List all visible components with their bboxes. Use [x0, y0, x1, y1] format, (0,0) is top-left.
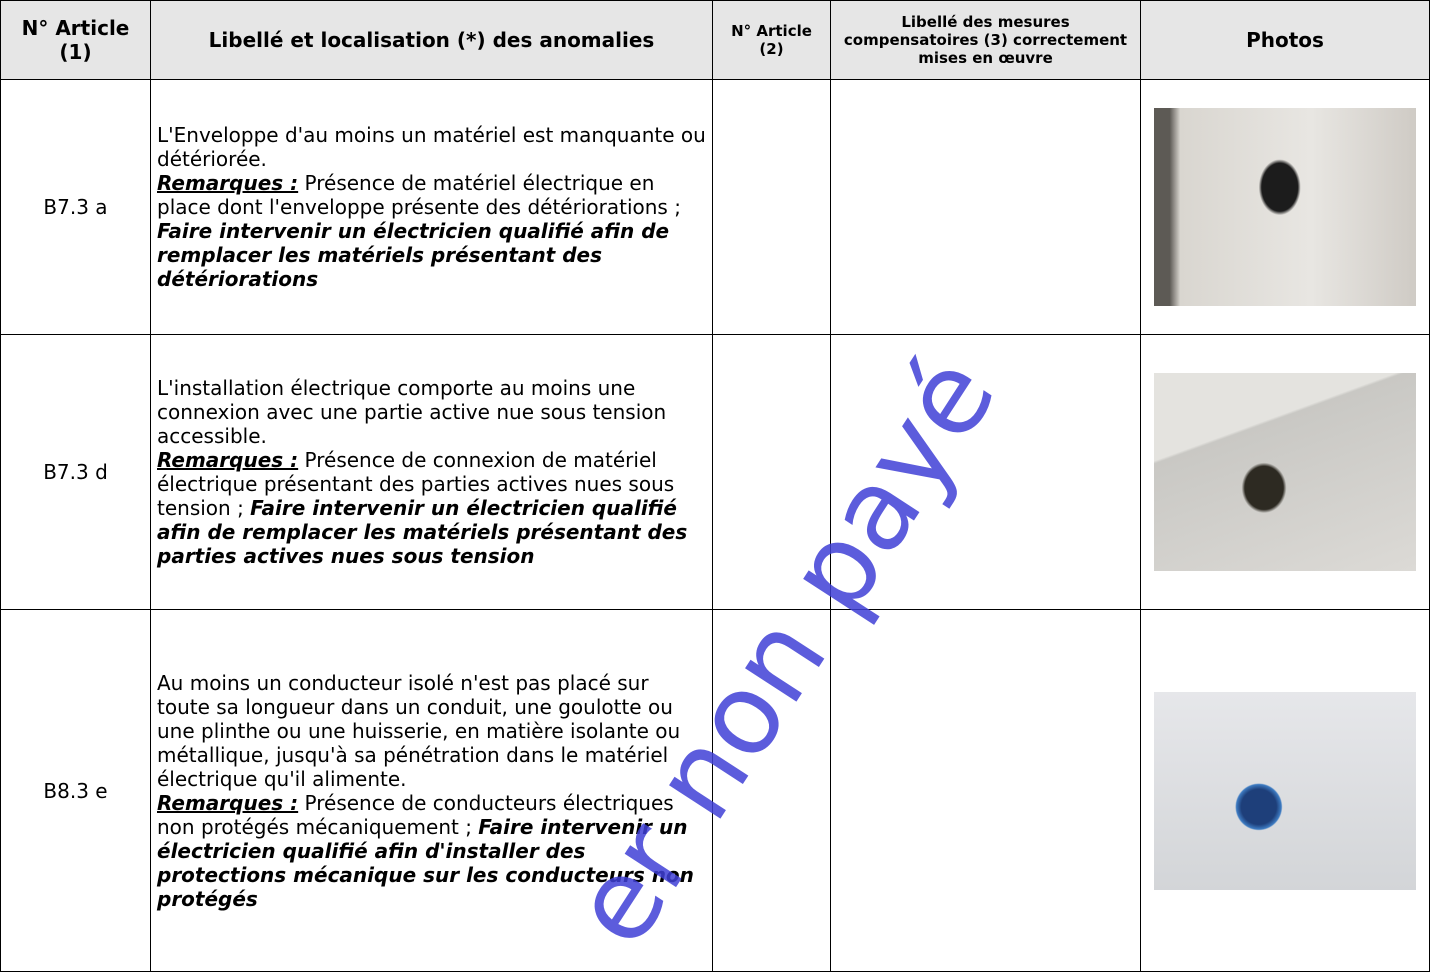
description: L'installation électrique comporte au mo… — [157, 376, 667, 448]
photo-cell — [1140, 334, 1430, 610]
photo — [1154, 373, 1416, 571]
header-cell: N° Article (2) — [712, 0, 831, 80]
remark-label: Remarques : — [157, 171, 299, 195]
remark-label: Remarques : — [157, 448, 299, 472]
measures-cell — [830, 79, 1141, 335]
measures-cell — [830, 609, 1141, 972]
remark-label: Remarques : — [157, 790, 299, 815]
description-cell: L'Enveloppe d'au moins un matériel est m… — [150, 79, 713, 335]
table-row: B7.3 a L'Enveloppe d'au moins un matériel… — [0, 79, 1430, 335]
remark: Présence de conducteurs électriques non … — [157, 790, 674, 839]
measures-cell — [830, 334, 1141, 610]
recommendation: Faire intervenir un électricien qualifié… — [157, 219, 670, 291]
recommendation: Faire intervenir un électricien qualifié… — [157, 814, 694, 911]
description: Au moins un conducteur isolé n'est pas p… — [157, 670, 681, 791]
header-cell: N° Article (1) — [0, 0, 151, 80]
description-cell: Au moins un conducteur isolé n'est pas p… — [150, 609, 713, 972]
header-row: N° Article (1) Libellé et localisation (… — [0, 0, 1430, 80]
article-2-cell — [712, 334, 831, 610]
header-cell: Libellé des mesures compensatoires (3) c… — [830, 0, 1141, 80]
photo-cell — [1140, 609, 1430, 972]
description: L'Enveloppe d'au moins un matériel est m… — [157, 123, 706, 171]
description-cell: L'installation électrique comporte au mo… — [150, 334, 713, 610]
table-row: B8.3 e Au moins un conducteur isolé n'est… — [0, 609, 1430, 972]
photo-cell — [1140, 79, 1430, 335]
remark: Présence de connexion de matériel électr… — [157, 448, 675, 520]
header-cell: Photos — [1140, 0, 1430, 80]
photo — [1154, 108, 1416, 306]
article-cell: B8.3 e — [0, 609, 151, 972]
article-2-cell — [712, 609, 831, 972]
recommendation: Faire intervenir un électricien qualifié… — [157, 496, 688, 568]
article-cell: B7.3 d — [0, 334, 151, 610]
article-cell: B7.3 a — [0, 79, 151, 335]
header-cell: Libellé et localisation (*) des anomalie… — [150, 0, 713, 80]
table-row: B7.3 d L'installation électrique comporte… — [0, 334, 1430, 610]
article-2-cell — [712, 79, 831, 335]
photo — [1154, 691, 1416, 890]
table-body: B7.3 a L'Enveloppe d'au moins un matériel… — [0, 79, 1430, 972]
remark: Présence de matériel électrique en place… — [157, 171, 681, 219]
